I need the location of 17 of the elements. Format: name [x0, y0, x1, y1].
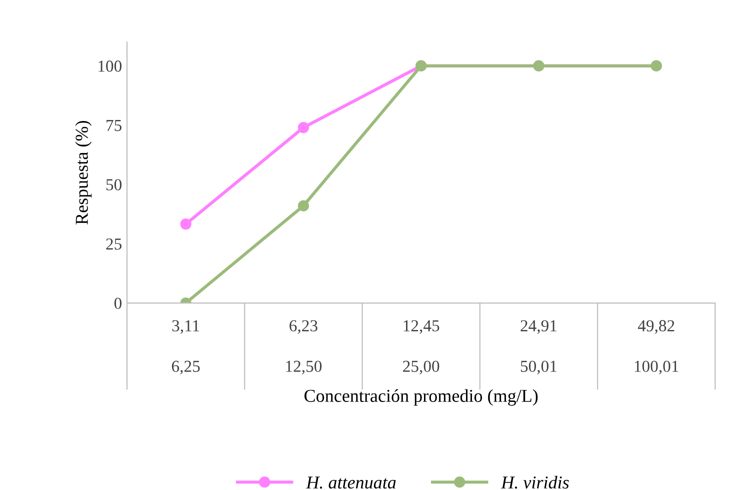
y-tick-label: 75: [106, 120, 122, 132]
category-label: 12,45 25,00: [403, 320, 440, 374]
point: [180, 218, 192, 230]
legend-label: H. attenuata: [306, 476, 396, 489]
y-tick-label: 0: [114, 298, 122, 309]
y-tick-label: 100: [98, 60, 122, 72]
category-label: 3,11 6,25: [172, 320, 200, 374]
category-label: 6,23 12,50: [286, 320, 322, 374]
point: [298, 122, 310, 134]
category-label: 49,82 100,01: [634, 320, 678, 374]
y-tick-label: 50: [106, 179, 122, 190]
category-label: 24,91 50,01: [520, 320, 556, 374]
point: [298, 200, 310, 212]
y-tick-label: 25: [106, 238, 122, 250]
y-axis-title: Respuesta (%): [75, 120, 92, 224]
legend-label: H. viridis: [500, 476, 569, 489]
x-axis-title: Concentración promedio (mg/L): [304, 389, 538, 406]
